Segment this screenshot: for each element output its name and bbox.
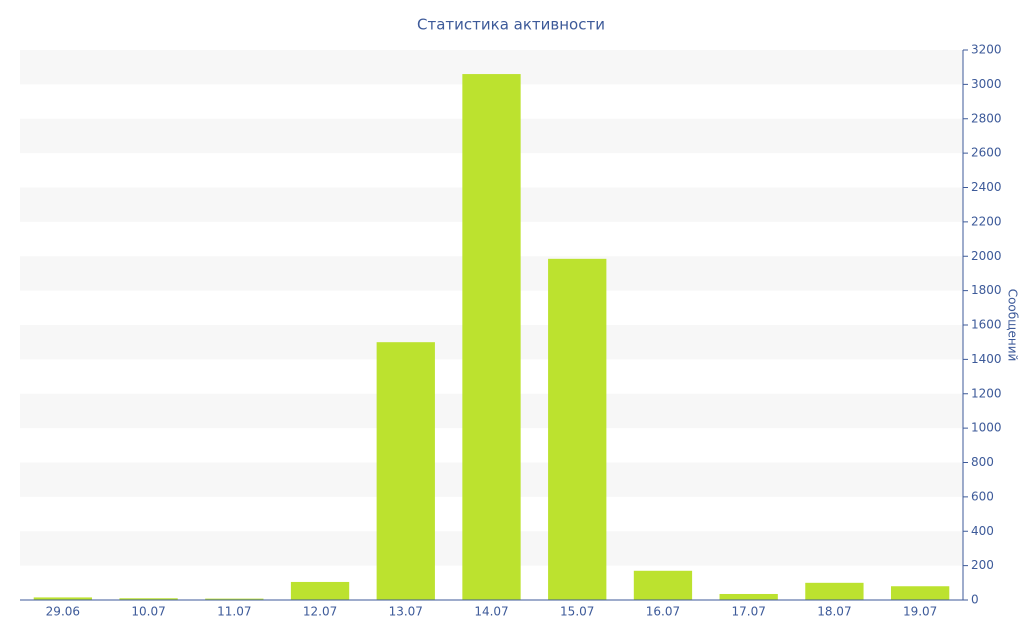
bar <box>205 598 264 600</box>
x-tick-label: 10.07 <box>131 605 165 619</box>
y-tick-label: 1400 <box>971 352 1002 366</box>
x-tick-label: 18.07 <box>817 605 851 619</box>
y-tick-label: 2800 <box>971 111 1002 125</box>
bar <box>633 570 693 600</box>
x-tick-label: 17.07 <box>732 605 766 619</box>
x-tick-label: 16.07 <box>646 605 680 619</box>
x-tick-label: 13.07 <box>389 605 423 619</box>
y-tick-label: 1800 <box>971 283 1002 297</box>
bar <box>890 586 950 600</box>
bar <box>119 598 178 600</box>
y-tick-label: 2600 <box>971 146 1002 160</box>
x-tick-label: 19.07 <box>903 605 937 619</box>
y-tick-label: 2000 <box>971 249 1002 263</box>
y-tick-label: 3200 <box>971 43 1002 57</box>
y-tick-label: 3000 <box>971 77 1002 91</box>
y-tick-label: 400 <box>971 524 994 538</box>
y-tick-label: 600 <box>971 489 994 503</box>
y-axis-label: Сообщений <box>1006 289 1020 362</box>
y-tick-label: 800 <box>971 455 994 469</box>
y-tick-label: 200 <box>971 558 994 572</box>
x-tick-label: 29.06 <box>46 605 80 619</box>
y-tick-label: 2200 <box>971 214 1002 228</box>
x-tick-label: 12.07 <box>303 605 337 619</box>
bar <box>290 581 350 600</box>
y-tick-label: 1000 <box>971 421 1002 435</box>
bar <box>805 582 864 600</box>
bar <box>719 593 778 600</box>
y-tick-label: 2400 <box>971 180 1002 194</box>
x-tick-label: 15.07 <box>560 605 594 619</box>
y-tick-label: 1600 <box>971 318 1002 332</box>
bar <box>33 597 93 600</box>
x-tick-label: 14.07 <box>474 605 508 619</box>
y-tick-label: 1200 <box>971 386 1002 400</box>
y-tick-label: 0 <box>971 593 979 607</box>
bar <box>548 258 607 600</box>
bar <box>462 74 521 600</box>
chart-title: Статистика активности <box>417 16 605 34</box>
bar <box>376 342 435 600</box>
x-tick-label: 11.07 <box>217 605 251 619</box>
